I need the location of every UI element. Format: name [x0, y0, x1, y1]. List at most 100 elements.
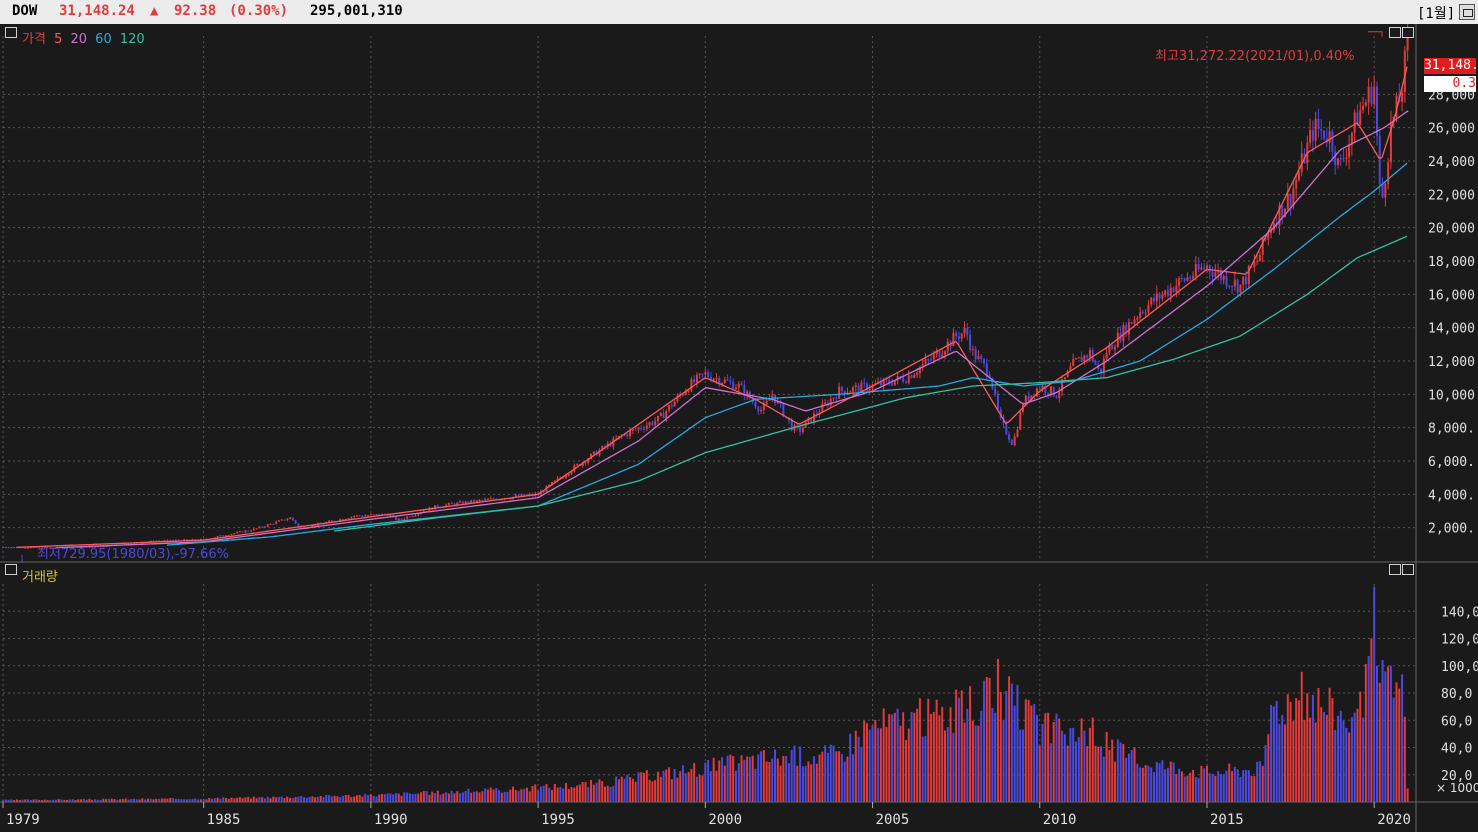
volume-bar — [687, 771, 690, 802]
candle-body — [80, 547, 83, 549]
volume-bar — [879, 728, 882, 802]
volume-bar — [1219, 773, 1222, 802]
volume-bar — [910, 711, 913, 802]
volume-bar — [860, 746, 863, 802]
volume-bar — [768, 761, 771, 802]
candle-body — [659, 412, 662, 416]
legend-ma20[interactable]: 20 — [70, 32, 88, 47]
candle-body — [1194, 264, 1197, 277]
candle-body — [1094, 361, 1097, 365]
candle-body — [174, 539, 177, 541]
candle-body — [651, 422, 654, 425]
candle-body — [1038, 388, 1041, 390]
candle-body — [963, 328, 966, 334]
volume-bar — [871, 725, 874, 802]
candle-body — [1236, 279, 1239, 293]
volume-legend[interactable]: 거래량 — [22, 570, 58, 585]
volume-bar — [838, 751, 841, 802]
volume-bar — [238, 797, 241, 802]
volume-bar — [1242, 770, 1245, 802]
volume-bar — [938, 715, 941, 802]
volume-bar — [316, 796, 319, 802]
volume-panel-minimize-icon[interactable] — [5, 564, 17, 575]
volume-bar — [818, 754, 821, 802]
volume-bar — [1044, 713, 1047, 802]
candle-body — [1091, 350, 1094, 362]
volume-bar — [1359, 691, 1362, 802]
candle-body — [163, 540, 166, 542]
candle-body — [1041, 385, 1044, 389]
volume-bar — [342, 795, 345, 802]
year-tick-label: 1995 — [541, 812, 575, 828]
legend-ma5[interactable]: 5 — [54, 32, 63, 47]
volume-bar — [308, 796, 311, 802]
candle-body — [194, 539, 197, 541]
candle-body — [1228, 286, 1231, 288]
volume-bar — [1091, 717, 1094, 802]
legend-price[interactable]: 가격 — [22, 32, 46, 47]
candle-body — [1080, 357, 1083, 362]
volume-bar — [160, 798, 163, 802]
volume-bar — [436, 790, 439, 802]
volume-bar — [473, 791, 475, 802]
candle-body — [252, 528, 255, 531]
candle-body — [687, 390, 690, 392]
volume-bar — [63, 799, 66, 802]
volume-bar — [1127, 753, 1130, 802]
volume-bar — [489, 787, 492, 802]
candle-body — [311, 525, 314, 528]
candle-body — [1370, 86, 1373, 105]
legend-ma120[interactable]: 120 — [119, 32, 145, 47]
symbol-label[interactable]: DOW — [12, 3, 38, 19]
volume-bar — [893, 712, 896, 802]
candle-body — [1359, 109, 1362, 126]
volume-bar — [255, 798, 258, 802]
volume-bar — [865, 723, 868, 802]
volume-bar — [1139, 767, 1142, 802]
period-selector[interactable]: [1월] — [1417, 6, 1456, 22]
candle-body — [445, 504, 448, 507]
volume-bar — [15, 799, 18, 802]
volume-bar — [765, 761, 768, 802]
volume-bar — [355, 795, 358, 802]
volume-bar — [91, 799, 94, 802]
candle-body — [996, 393, 999, 410]
candle-body — [648, 422, 651, 426]
volume-bar — [1058, 718, 1061, 802]
price-panel-maximize-icon[interactable] — [1389, 27, 1401, 38]
candle-body — [977, 355, 980, 360]
volume-bar — [141, 798, 144, 802]
candle-body — [238, 531, 241, 533]
volume-bar — [4, 799, 7, 802]
candle-body — [676, 395, 679, 402]
candle-body — [339, 519, 342, 521]
candle-body — [813, 413, 816, 423]
candle-body — [1200, 267, 1203, 270]
volume-bar — [185, 799, 188, 802]
candle-body — [893, 380, 896, 386]
volume-bar — [1356, 708, 1359, 802]
candle-body — [1314, 118, 1317, 141]
high-marker-arrow — [1368, 31, 1383, 37]
candle-body — [91, 546, 94, 548]
candle-body — [1133, 319, 1136, 324]
legend-ma60[interactable]: 60 — [95, 32, 112, 47]
candle-body — [746, 391, 749, 396]
volume-bar — [960, 690, 963, 802]
volume-panel-close-icon[interactable] — [1402, 564, 1414, 575]
volume-bar — [484, 788, 487, 802]
volume-panel-maximize-icon[interactable] — [1389, 564, 1401, 575]
volume-bar — [261, 797, 264, 802]
price-panel-close-icon[interactable] — [1402, 27, 1414, 38]
candle-body — [623, 434, 626, 436]
volume-bar — [623, 778, 626, 802]
volume-bar — [461, 792, 464, 802]
chart-canvas[interactable]: 2,000. 4,000. 6,000. 8,000. 10,000. 12,000. 14… — [0, 24, 1478, 832]
candle-body — [255, 528, 258, 530]
volume-bar — [826, 752, 829, 802]
volume-bar — [1284, 724, 1287, 802]
price-panel-minimize-icon[interactable] — [5, 27, 17, 38]
volume-bar — [216, 797, 219, 802]
restore-window-icon[interactable] — [1459, 4, 1475, 20]
volume-bar — [651, 781, 654, 802]
